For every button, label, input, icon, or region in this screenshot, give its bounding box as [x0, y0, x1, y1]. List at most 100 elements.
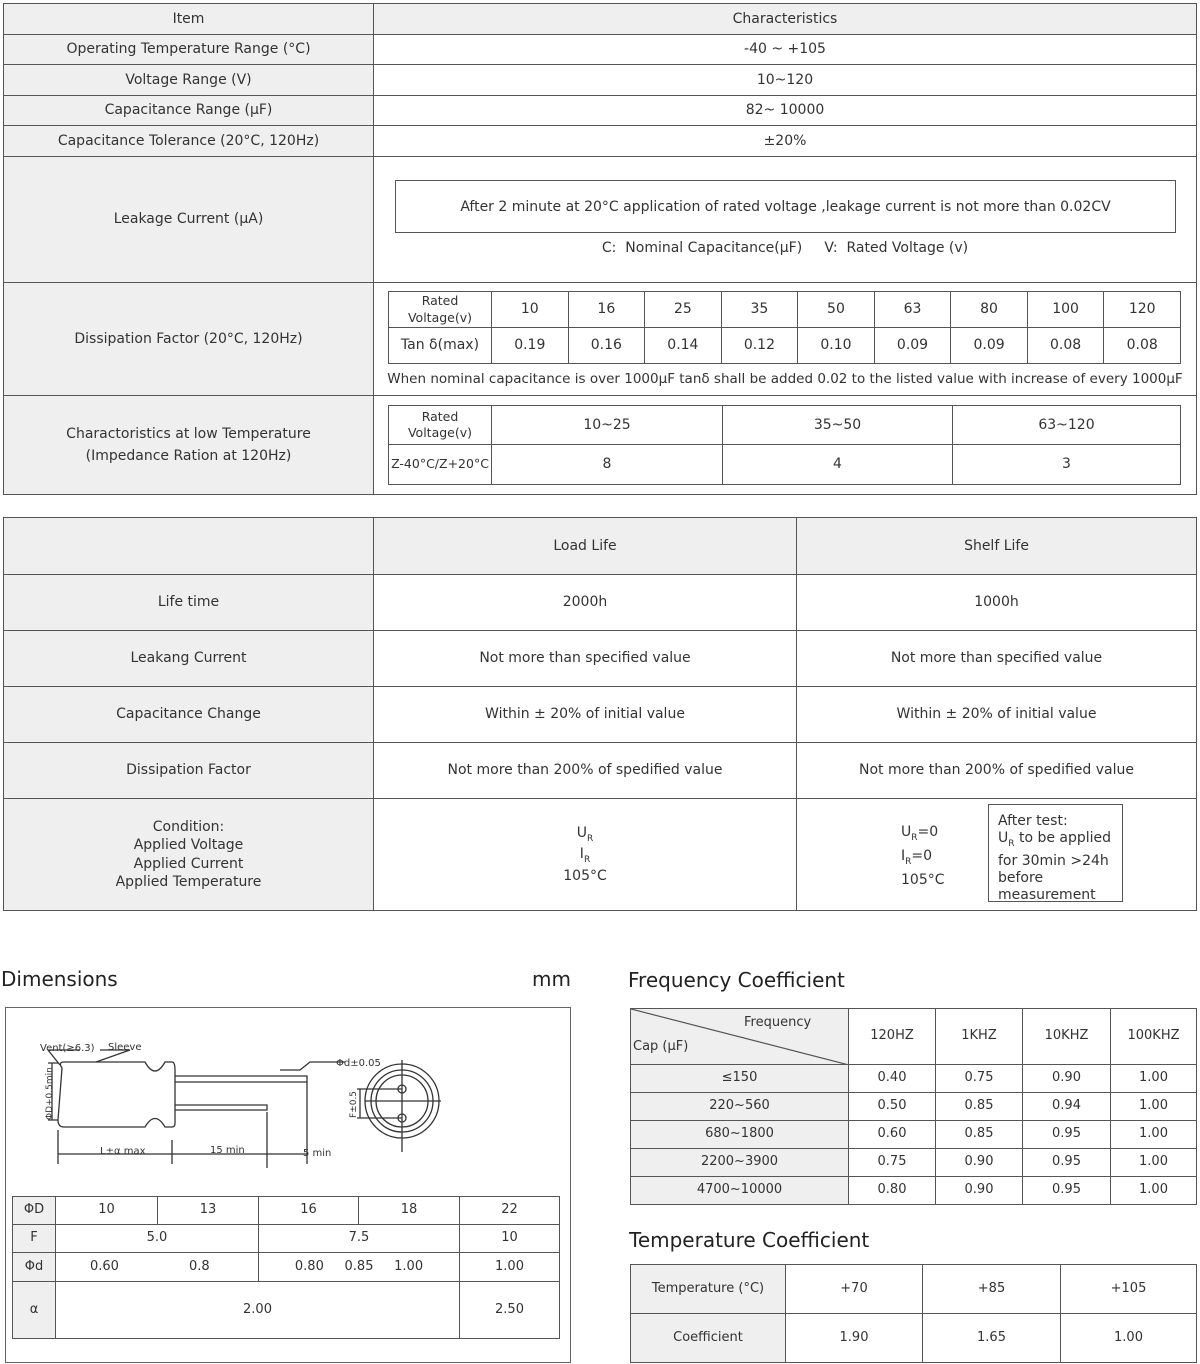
dim-label: α: [12, 1281, 56, 1339]
capacitor-body: [57, 1061, 176, 1128]
cell: Within ± 20% of initial value: [373, 686, 797, 743]
temperature-title: Temperature Coefficient: [629, 1228, 870, 1252]
i-symbol: I: [579, 846, 584, 863]
dim-label: F: [12, 1224, 56, 1253]
cap-range: 2200~3900: [630, 1148, 849, 1177]
frequency-header: 1KHZ: [935, 1008, 1023, 1065]
row-label: Leakang Current: [3, 630, 374, 687]
leakage-note: C: Nominal Capacitance(µF) V: Rated Volt…: [601, 240, 969, 256]
coefficient: 0.90: [935, 1176, 1023, 1205]
dim-value: 0.80: [294, 1258, 324, 1274]
cell: +70: [785, 1264, 923, 1314]
coefficient: 1.00: [1110, 1092, 1197, 1121]
tan-delta-label: Tan δ(max): [388, 327, 492, 364]
frequency-header: 120HZ: [848, 1008, 936, 1065]
leakage-label: Leakage Current (µA): [3, 156, 374, 283]
cell: 0.12: [720, 327, 799, 364]
dim-cell: 16: [258, 1196, 359, 1225]
cell: 0.08: [1026, 327, 1105, 364]
row-value: -40 ~ +105: [373, 34, 1197, 65]
frequency-table: Frequency Cap (µF) 120HZ 1KHZ 10KHZ 100KHZ ≤…: [630, 1008, 1197, 1205]
phid-label: Φd±0.05: [336, 1058, 381, 1069]
r-sub: R: [905, 856, 912, 867]
temperature-table: Temperature (°C) +70 +85 +105 Coefficient 1.9…: [630, 1264, 1197, 1363]
cell: 25: [644, 291, 722, 328]
coefficient: 1.00: [1110, 1120, 1197, 1149]
coefficient: 0.95: [1022, 1120, 1111, 1149]
coefficient: 0.50: [848, 1092, 936, 1121]
r-sub: R: [583, 855, 591, 866]
cell: 3: [952, 444, 1181, 485]
cell: 4: [722, 444, 953, 485]
row-label: Capacitance Change: [3, 686, 374, 743]
coefficient-label: Coefficient: [630, 1313, 786, 1363]
cell: 10: [491, 291, 569, 328]
cell: Not more than 200% of spedified value: [796, 742, 1197, 799]
coefficient: 0.40: [848, 1064, 936, 1093]
coefficient: 1.00: [1110, 1176, 1197, 1205]
cell: 1.65: [922, 1313, 1061, 1363]
cell: 2000h: [373, 574, 797, 631]
coefficient: 1.00: [1110, 1064, 1197, 1093]
u-symbol: U: [901, 824, 912, 840]
lowtemp-label: Charactoristics at low Temperature (Imped…: [3, 395, 374, 495]
coefficient: 0.94: [1022, 1092, 1111, 1121]
row-value: 10~120: [373, 64, 1197, 96]
header-characteristics: Characteristics: [373, 3, 1197, 35]
row-label: Life time: [3, 574, 374, 631]
after-test-line: before: [998, 869, 1044, 886]
header-load-life: Load Life: [373, 517, 797, 575]
row-label: Voltage Range (V): [3, 64, 374, 96]
condition-label: Condition: Applied Voltage Applied Curre…: [3, 798, 374, 911]
frequency-corner: Frequency Cap (µF): [630, 1008, 849, 1065]
rated-voltage-label: Rated Voltage(v): [388, 291, 492, 328]
dim-cell: 7.5: [258, 1224, 460, 1253]
frequency-row: 2200~3900 0.75 0.90 0.95 1.00: [630, 1148, 1197, 1177]
condition-load: UR IR 105°C: [373, 798, 797, 911]
r-sub: R: [586, 833, 594, 844]
dissipation-label: Dissipation Factor (20°C, 120Hz): [3, 282, 374, 396]
condition-voltage: Applied Voltage: [133, 837, 244, 854]
row-value: 82~ 10000: [373, 95, 1197, 126]
dissipation-table: Rated Voltage(v) 10 16 25 35 50 63 80 100 120 Tan …: [388, 291, 1181, 364]
load-temp: 105°C: [563, 867, 607, 884]
life-header-blank: [3, 517, 374, 575]
life-row: Life time 2000h 1000h: [3, 574, 1197, 631]
dim-cell: 0.80 0.85 1.00: [258, 1252, 460, 1282]
dim-cell: 10: [55, 1196, 158, 1225]
cell: 8: [491, 444, 723, 485]
u-symbol: U: [576, 824, 587, 841]
row-label: Capacitance Range (µF): [3, 95, 374, 126]
coefficient: 0.95: [1022, 1176, 1111, 1205]
i-value: =0: [911, 848, 933, 865]
condition-title: Condition:: [152, 819, 225, 836]
frequency-row: ≤150 0.40 0.75 0.90 1.00: [630, 1064, 1197, 1093]
cell: 0.09: [873, 327, 952, 364]
frequency-header: 10KHZ: [1022, 1008, 1111, 1065]
dim-value: 0.60: [90, 1258, 119, 1274]
dim-value: 0.85: [344, 1258, 374, 1274]
min5-label: 5 min: [303, 1148, 331, 1159]
dim-value: 1.00: [394, 1258, 424, 1274]
r-sub: R: [911, 832, 918, 843]
dim-label: ΦD: [12, 1196, 56, 1225]
frequency-row: 680~1800 0.60 0.85 0.95 1.00: [630, 1120, 1197, 1149]
cell: 35: [720, 291, 799, 328]
dim-cell: 13: [157, 1196, 259, 1225]
cell: 120: [1103, 291, 1181, 328]
cell: 63: [873, 291, 952, 328]
dimensions-unit: mm: [532, 967, 571, 991]
coefficient: 0.90: [1022, 1064, 1111, 1093]
condition-shelf: UR=0 IR=0 105°C After test: UR to be app…: [796, 798, 1197, 911]
cell: 80: [950, 291, 1028, 328]
cell: 0.16: [567, 327, 646, 364]
cap-range: 680~1800: [630, 1120, 849, 1149]
coefficient: 0.75: [935, 1064, 1023, 1093]
cell: 0.09: [950, 327, 1028, 364]
coefficient: 0.90: [935, 1148, 1023, 1177]
cell: 63~120: [952, 405, 1181, 445]
row-label: Capacitance Tolerance (20°C, 120Hz): [3, 125, 374, 157]
frequency-header: 100KHZ: [1110, 1008, 1197, 1065]
life-row: Capacitance Change Within ± 20% of initia…: [3, 686, 1197, 743]
